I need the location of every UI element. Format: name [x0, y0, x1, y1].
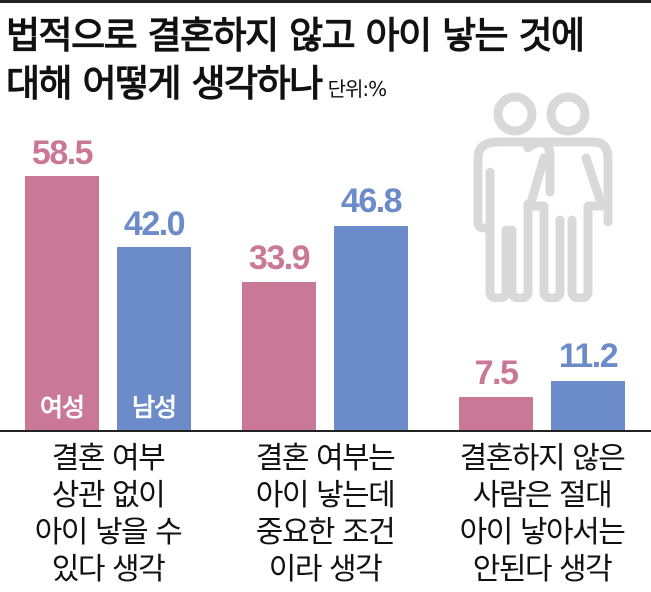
chart-title-line2: 대해 어떻게 생각하나 단위:%	[6, 62, 388, 111]
bar-male-g1: 남성	[117, 247, 191, 430]
bar-female-g2	[242, 282, 316, 430]
legend-male-label: 남성	[131, 393, 177, 422]
value-label-male-g3: 11.2	[558, 337, 619, 375]
value-label-female-g2: 33.9	[248, 239, 311, 277]
category-label-2: 결혼 여부는 아이 낳는데 중요한 조건 이라 생각	[255, 441, 396, 587]
value-label-male-g1: 42.0	[123, 205, 186, 243]
chart-title-line1: 법적으로 결혼하지 않고 아이 낳는 것에	[6, 14, 585, 57]
couple-icon	[473, 92, 613, 302]
bar-female-g3	[459, 397, 533, 430]
chart-title-line2-text: 대해 어떻게 생각하나	[6, 62, 323, 105]
bar-male-g3	[551, 381, 625, 430]
unit-label: 단위:%	[327, 77, 388, 101]
category-label-1: 결혼 여부 상관 없이 아이 낳을 수 있다 생각	[34, 441, 183, 587]
legend-female-label: 여성	[39, 393, 85, 422]
value-label-female-g3: 7.5	[474, 354, 519, 392]
top-rule	[0, 0, 651, 3]
bar-male-g2	[334, 226, 408, 430]
value-label-female-g1: 58.5	[31, 134, 94, 172]
bar-female-g1: 여성	[25, 176, 99, 430]
x-axis-baseline	[0, 430, 651, 432]
value-label-male-g2: 46.8	[340, 182, 403, 220]
category-label-3: 결혼하지 않은 사람은 절대 아이 낳아서는 안된다 생각	[459, 441, 626, 587]
